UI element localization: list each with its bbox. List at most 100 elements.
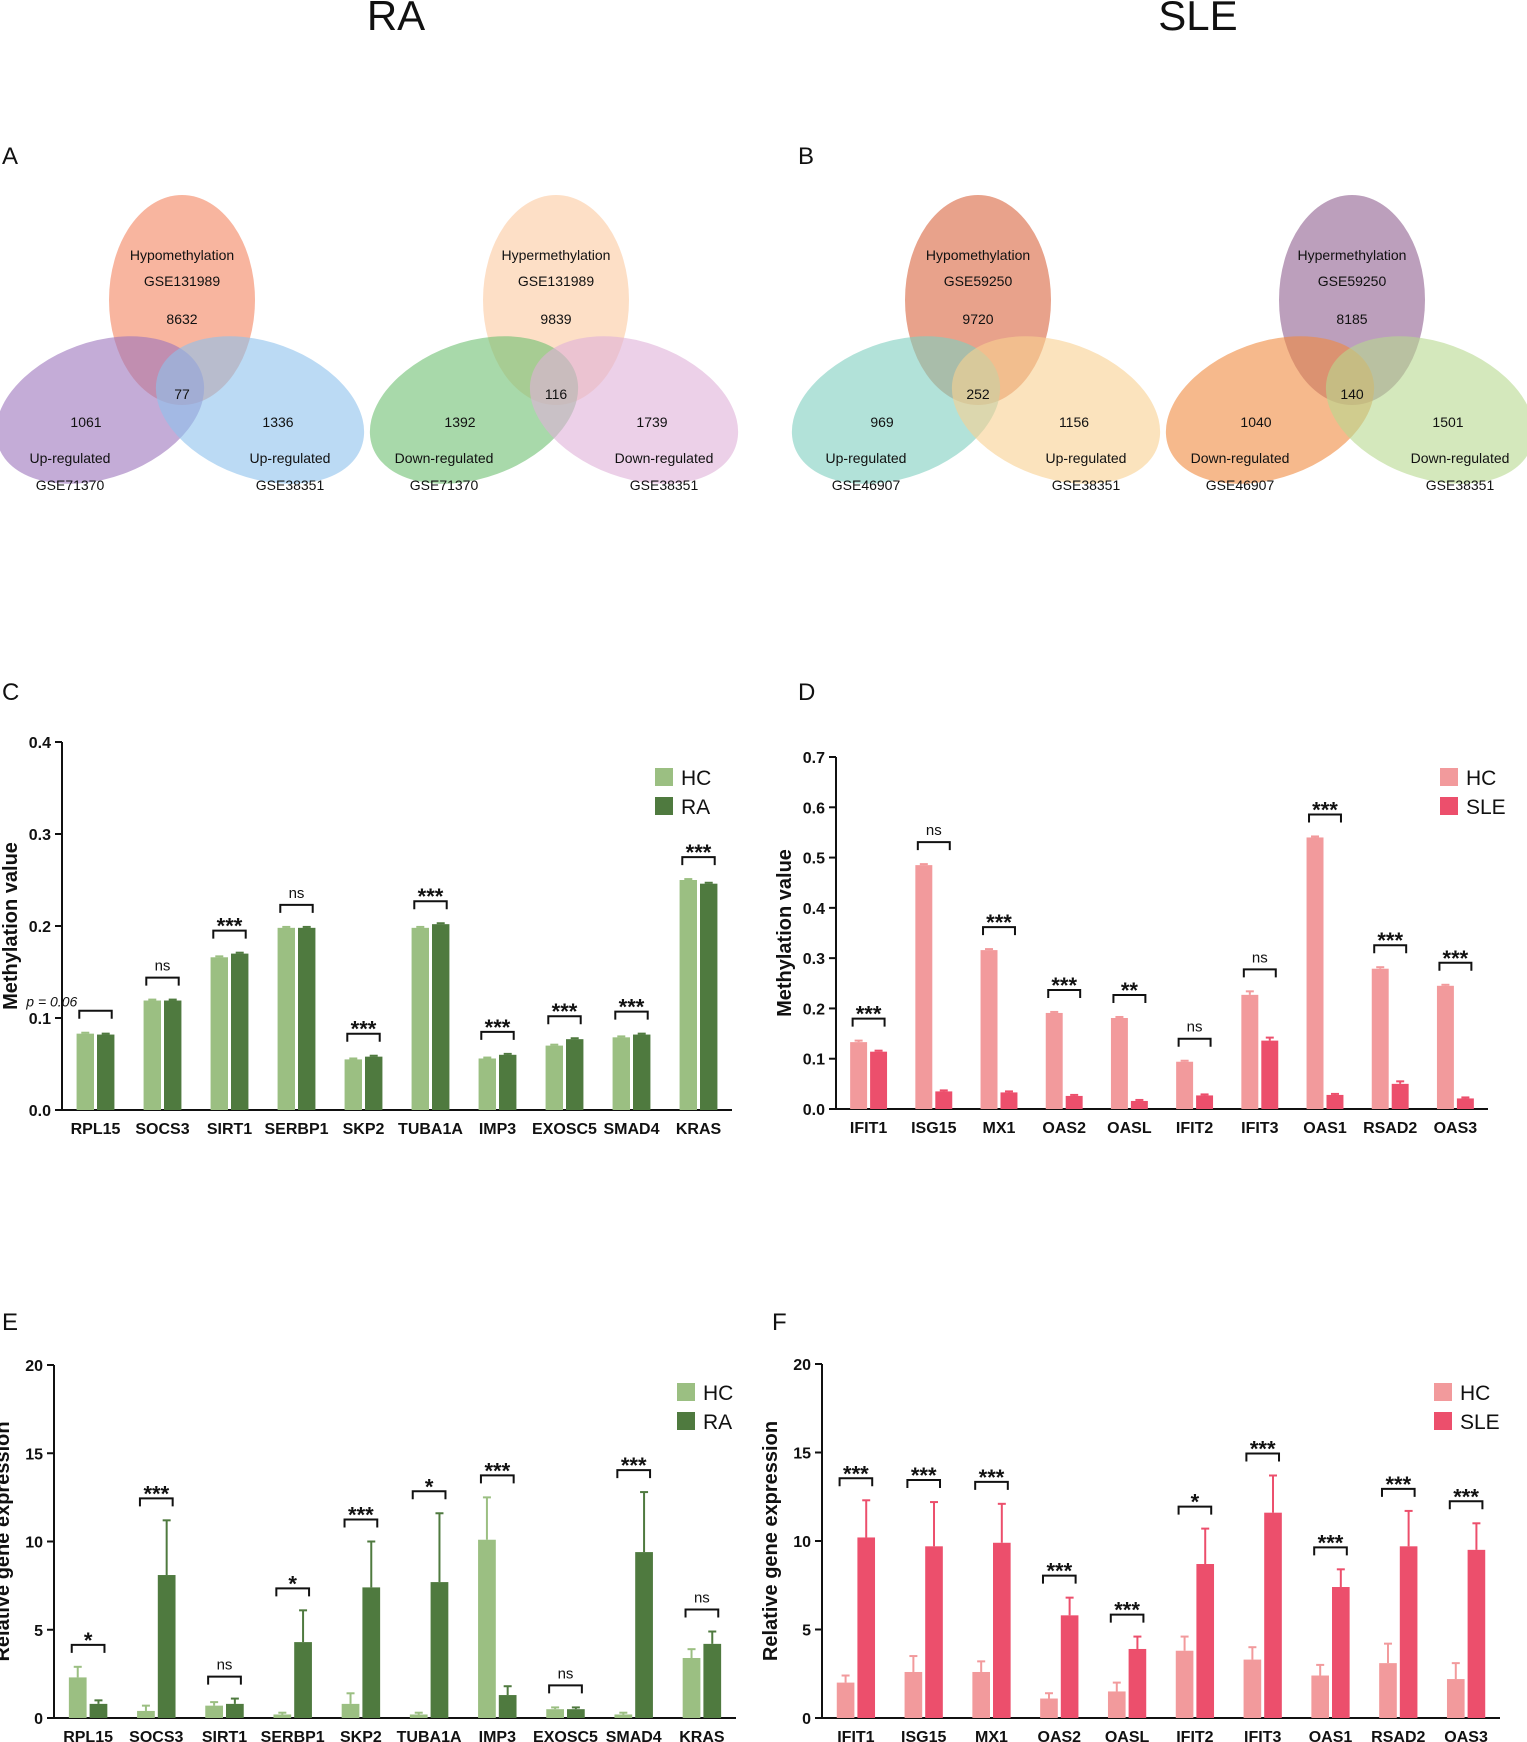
significance-bracket: [1448, 1500, 1484, 1510]
bar-hc-rpl15: [68, 1677, 87, 1718]
legend-label-hc: HC: [1466, 767, 1496, 790]
y-tick-label: 0.4: [803, 901, 825, 918]
venn-set-count: 1061: [70, 414, 101, 430]
venn-set-label: Up-regulated: [250, 450, 331, 466]
y-tick-label: 0.1: [803, 1052, 825, 1069]
significance-label: ***: [911, 1463, 937, 1488]
venn-set-count: 1392: [444, 414, 475, 430]
venn-set-dataset: GSE71370: [36, 477, 105, 493]
venn-set-2: [0, 336, 205, 484]
significance-label: *: [288, 1571, 297, 1596]
x-tick-label: OASL: [1107, 1120, 1152, 1137]
bar-hc-oas3: [1446, 1679, 1465, 1718]
bar-hc-rsad2: [1379, 1663, 1397, 1718]
x-tick-label: OAS1: [1303, 1120, 1347, 1137]
legend: HC RA: [655, 767, 711, 819]
legend: HC RA: [677, 1382, 733, 1434]
venn-set-3: [1325, 336, 1527, 484]
x-tick-label: SERBP1: [261, 1729, 325, 1742]
bar-sle-oas3: [1467, 1549, 1486, 1718]
venn-set-label: Up-regulated: [826, 450, 907, 466]
panel-label-c: C: [2, 679, 19, 706]
significance-bracket: [681, 856, 716, 866]
bar-hc-isg15: [915, 865, 933, 1109]
chart-d: 0.0 0.1 0.2 0.3 0.4 0.5 0.6 0.7 Methylation valu…: [774, 750, 1506, 1137]
bar-hc-serbp1: [277, 927, 295, 1110]
significance-bracket: [411, 1490, 447, 1500]
venn-set-count: 1156: [1059, 414, 1089, 430]
venn-b-1: Hypomethylation GSE59250 9720 969 Up-regulat…: [791, 195, 1161, 493]
bar-ra-imp3: [498, 1695, 517, 1718]
venn-set-label: Hypermethylation: [1298, 247, 1407, 263]
significance-label: ***: [843, 1461, 869, 1486]
venn-set-count: 8632: [166, 311, 197, 327]
bar-sle-ifit1: [857, 1537, 876, 1718]
legend-swatch-sle: [1434, 1412, 1452, 1430]
bar-hc-mx1: [972, 1671, 990, 1718]
x-tick-label: IFIT1: [850, 1120, 887, 1137]
venn-intersection-count: 252: [966, 386, 990, 402]
venn-set-dataset: GSE38351: [1052, 477, 1121, 493]
bar-ra-rpl15: [89, 1703, 108, 1718]
bar-hc-isg15: [904, 1671, 923, 1718]
bar-sle-ifit1: [870, 1051, 888, 1109]
bar-hc-kras: [682, 1657, 701, 1718]
bar-ra-sirt1: [231, 953, 249, 1110]
y-tick-label: 0.4: [29, 735, 51, 752]
venn-set-count: 9720: [962, 311, 993, 327]
venn-set-label: Down-regulated: [615, 450, 714, 466]
sle-header: SLE: [1158, 0, 1237, 39]
bar-ra-socs3: [157, 1575, 176, 1718]
significance-bracket: [346, 1032, 381, 1042]
bar-hc-exosc5: [546, 1709, 564, 1718]
legend-swatch-hc: [1434, 1383, 1452, 1401]
venn-set-label: Down-regulated: [1411, 450, 1510, 466]
significance-bracket: [1242, 968, 1277, 978]
significance-label: ***: [217, 914, 243, 939]
significance-bracket: [684, 1608, 720, 1618]
significance-bracket: [916, 841, 951, 851]
venn-set-count: 8185: [1336, 311, 1367, 327]
y-tick-label: 5: [34, 1623, 43, 1640]
significance-label: ***: [552, 999, 578, 1024]
x-tick-label: IFIT2: [1176, 1120, 1213, 1137]
significance-bracket: [614, 1010, 649, 1020]
significance-label: ***: [1453, 1484, 1479, 1509]
bar-ra-smad4: [633, 1034, 651, 1110]
significance-label: *: [84, 1628, 93, 1653]
y-tick-label: 0.3: [803, 951, 825, 968]
significance-bracket: [974, 1480, 1009, 1490]
significance-label: ns: [155, 958, 171, 975]
y-tick-label: 5: [802, 1623, 811, 1640]
significance-label: ***: [1377, 928, 1403, 953]
x-tick-label: SKP2: [343, 1121, 385, 1138]
venn-set-label: Hypomethylation: [926, 247, 1030, 263]
venn-set-2: [369, 336, 579, 484]
venn-set-3: [951, 336, 1161, 484]
bar-ra-kras: [703, 1643, 722, 1718]
chart-c: 0.0 0.1 0.2 0.3 0.4 Methylation value p = 0.06…: [0, 735, 732, 1138]
legend-swatch-hc: [655, 768, 673, 786]
venn-set-label: Hypermethylation: [502, 247, 611, 263]
bar-hc-kras: [679, 880, 697, 1110]
legend-label-ra: RA: [681, 796, 710, 819]
x-tick-label: OAS2: [1038, 1729, 1082, 1742]
venn-set-2: [791, 336, 1001, 484]
bar-sle-oas2: [1065, 1095, 1083, 1109]
x-tick-label: ISG15: [911, 1120, 956, 1137]
bar-ra-imp3: [499, 1054, 517, 1110]
bar-ra-skp2: [365, 1056, 383, 1110]
significance-bracket: [480, 1030, 515, 1040]
venn-set-count: 9839: [540, 311, 571, 327]
bar-ra-serbp1: [294, 1642, 312, 1718]
significance-label: ns: [1252, 949, 1268, 966]
panel-label-f: F: [772, 1309, 787, 1336]
venn-set-dataset: GSE38351: [1426, 477, 1495, 493]
bar-hc-ifit3: [1243, 1659, 1262, 1718]
y-axis-title: Relative gene expression: [760, 1421, 782, 1661]
bar-sle-ifit3: [1261, 1040, 1279, 1109]
significance-bracket: [207, 1675, 242, 1685]
bar-sle-ifit2: [1196, 1564, 1215, 1718]
